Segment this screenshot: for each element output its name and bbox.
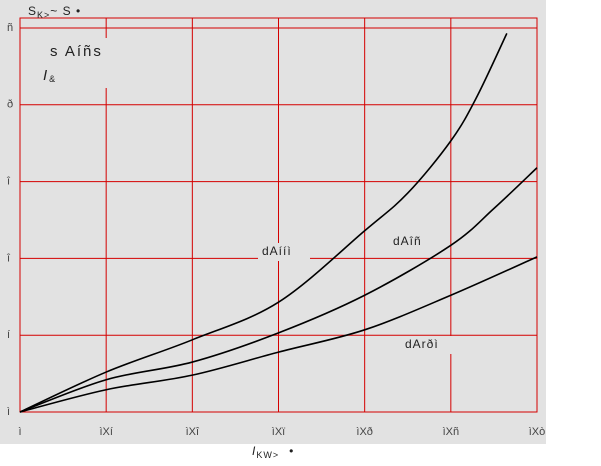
x-tick-label: ìXñ — [443, 426, 460, 438]
series-label: dAííì — [262, 244, 292, 258]
x-tick-label: ìXî — [186, 426, 200, 438]
y-label-main: S — [28, 4, 37, 18]
series-label-box — [401, 336, 453, 354]
annotation-box — [36, 38, 118, 88]
x-label-sub: KW> — [256, 450, 279, 460]
x-tick-label: ìXò — [529, 426, 546, 438]
y-tick-label: ð — [7, 99, 13, 111]
y-tick-label: í — [7, 329, 10, 341]
series-line — [19, 33, 508, 413]
y-label-rest: ~ S • — [50, 4, 81, 18]
y-tick-label: î — [6, 252, 11, 264]
series-line — [19, 167, 538, 413]
x-label-main: I — [252, 444, 256, 458]
y-tick-label: î — [6, 175, 11, 187]
x-tick-label: ìXí — [99, 426, 112, 438]
annotation-main: I — [43, 67, 49, 84]
series-label-box — [389, 233, 441, 251]
x-axis-label: IKW> • — [252, 444, 294, 460]
series-label-box — [258, 243, 310, 261]
annotation-title: s Aíñs — [50, 43, 103, 60]
plot-frame — [19, 17, 538, 413]
x-tick-label: ìXï — [272, 426, 286, 438]
annotation-sub: & — [49, 74, 57, 84]
y-tick-label: ì — [7, 406, 10, 418]
y-tick-label: ñ — [7, 22, 13, 34]
y-axis-label: SK>~ S • — [28, 4, 81, 20]
x-tick-label: ìXð — [356, 426, 373, 438]
y-label-sub: K> — [37, 10, 50, 20]
x-label-rest: • — [289, 444, 294, 458]
annotation-unit: I& — [43, 67, 57, 84]
series-label: dAîñ — [393, 234, 422, 248]
series-label: dArðì — [405, 337, 439, 351]
series-line — [19, 256, 538, 413]
x-tick-label: ì — [18, 426, 21, 438]
